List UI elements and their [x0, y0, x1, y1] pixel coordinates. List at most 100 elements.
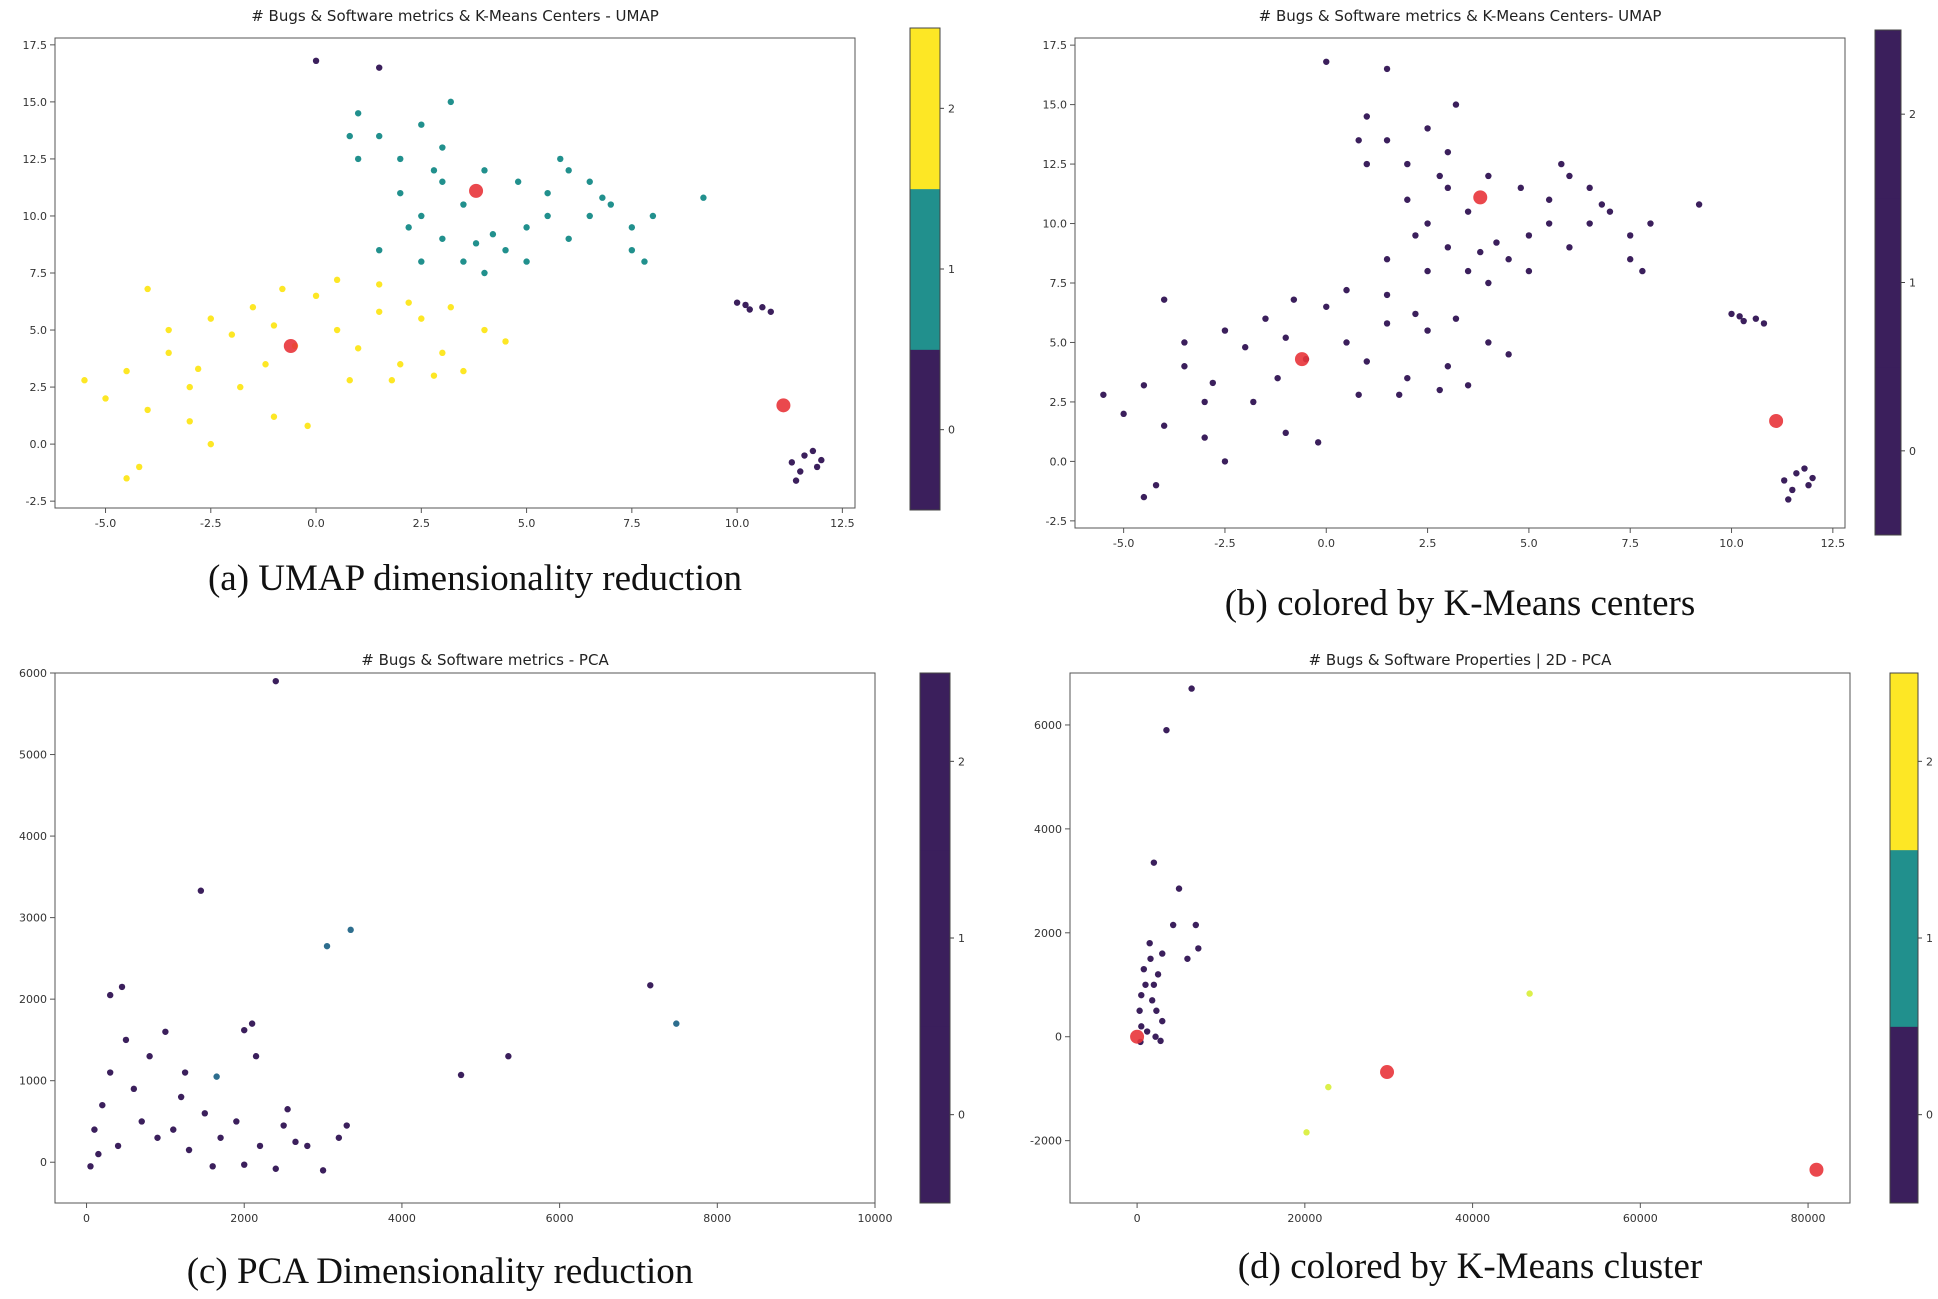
data-point	[376, 132, 383, 140]
data-point	[144, 406, 151, 414]
y-tick-label: 12.5	[23, 153, 48, 166]
colorbar-segment	[1875, 30, 1901, 199]
colorbar-segment	[1890, 673, 1918, 851]
data-point	[489, 231, 497, 238]
chart-title: # Bugs & Software metrics & K-Means Cent…	[1259, 7, 1662, 25]
y-tick-label: 17.5	[1043, 39, 1068, 52]
kmeans-center	[1473, 190, 1488, 205]
colorbar-tick-label: 0	[1926, 1109, 1933, 1122]
data-point	[1785, 496, 1792, 503]
y-tick-label: 10.0	[1043, 218, 1068, 231]
kmeans-center	[776, 398, 791, 413]
data-point	[746, 306, 753, 313]
data-point	[1282, 334, 1289, 341]
data-point	[481, 269, 488, 277]
data-point	[1436, 172, 1443, 180]
data-point	[397, 189, 404, 197]
data-point	[792, 477, 800, 484]
data-point	[138, 1118, 145, 1125]
data-point	[1160, 422, 1168, 429]
data-point	[649, 212, 657, 220]
data-point	[1639, 267, 1646, 275]
data-point	[430, 372, 438, 379]
data-point	[201, 1110, 209, 1117]
plot-frame	[1074, 37, 1846, 529]
data-point	[207, 315, 214, 322]
data-point	[1805, 481, 1812, 489]
x-tick-label: 0	[83, 1212, 90, 1225]
data-point	[1412, 310, 1419, 318]
data-point	[1181, 363, 1188, 370]
data-point	[241, 1026, 248, 1034]
chart-panel-c: # Bugs & Software metrics - PCA 0 2000 4000…	[19, 651, 965, 1292]
colorbar-tick-label: 0	[958, 1109, 965, 1122]
data-point	[99, 1101, 106, 1109]
data-point	[1627, 232, 1634, 239]
data-point	[1396, 391, 1403, 398]
data-point	[1505, 351, 1512, 358]
data-point	[1209, 379, 1216, 387]
data-point	[457, 1071, 465, 1079]
data-point	[1424, 327, 1431, 334]
data-point	[1140, 493, 1148, 501]
data-point	[312, 57, 320, 65]
x-tick-label: 2.5	[1419, 537, 1437, 550]
data-point	[388, 377, 396, 384]
data-point	[228, 331, 236, 338]
y-tick-label: -2.5	[1046, 515, 1067, 528]
chart-panel-b: # Bugs & Software metrics & K-Means Cent…	[1043, 7, 1917, 624]
data-point	[1282, 429, 1289, 437]
data-point	[1752, 315, 1760, 322]
data-point	[1221, 458, 1229, 465]
data-point	[343, 1122, 350, 1129]
data-point	[354, 110, 362, 117]
data-point	[1343, 339, 1350, 346]
data-point	[272, 1165, 279, 1172]
data-point	[439, 349, 446, 357]
data-point	[197, 887, 205, 894]
data-point	[106, 1069, 114, 1076]
data-point	[1150, 981, 1158, 988]
data-point	[1404, 160, 1411, 168]
data-point	[1485, 339, 1492, 346]
y-tick-label: 5.0	[1050, 336, 1068, 349]
data-point	[1566, 172, 1573, 180]
data-point	[1201, 434, 1208, 441]
x-tick-label: 12.5	[830, 517, 855, 530]
x-tick-label: 10000	[858, 1212, 893, 1225]
data-point	[249, 304, 257, 311]
y-tick-label: 2000	[19, 993, 47, 1006]
data-point	[102, 395, 109, 402]
y-tick-label: 0	[40, 1156, 47, 1169]
data-point	[1383, 65, 1391, 73]
data-point	[733, 299, 741, 306]
data-point	[514, 178, 522, 185]
data-point	[759, 304, 766, 311]
data-point	[397, 155, 404, 163]
data-point	[1120, 410, 1127, 418]
data-point	[1444, 148, 1452, 156]
data-point	[252, 1053, 260, 1060]
y-tick-label: 15.0	[1043, 99, 1068, 112]
data-point	[523, 224, 530, 231]
data-point	[1325, 1083, 1332, 1091]
data-point	[207, 440, 214, 448]
data-point	[1140, 382, 1148, 389]
x-tick-label: 12.5	[1821, 537, 1846, 550]
data-point	[1355, 391, 1362, 398]
data-point	[1526, 990, 1533, 997]
data-point	[1363, 113, 1370, 120]
data-point	[523, 258, 530, 265]
data-point	[186, 383, 193, 391]
data-point	[154, 1134, 161, 1141]
data-point	[628, 246, 636, 254]
data-point	[447, 98, 454, 106]
data-point	[1627, 256, 1634, 263]
data-point	[1383, 291, 1391, 299]
x-tick-label: 8000	[703, 1212, 731, 1225]
data-point	[1452, 315, 1460, 322]
data-point	[292, 1138, 299, 1146]
data-point	[1404, 196, 1411, 203]
data-point	[599, 194, 606, 201]
